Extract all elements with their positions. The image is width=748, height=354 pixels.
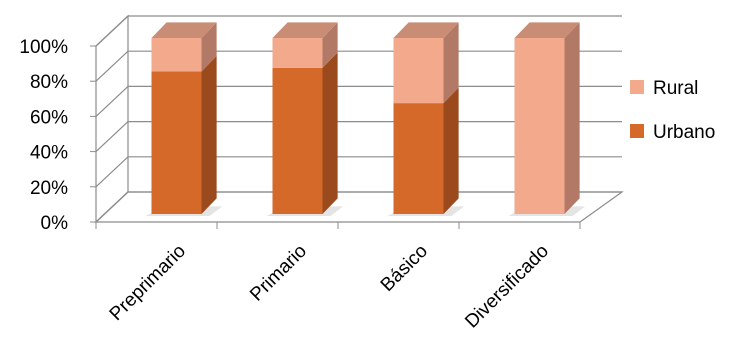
bar-segment-rural	[272, 38, 323, 68]
legend-label-rural: Rural	[653, 78, 698, 99]
bar-segment-urbano	[393, 103, 444, 214]
bar-top-rural	[272, 22, 338, 38]
bar-top-rural	[151, 22, 217, 38]
bar-side-rural	[564, 22, 580, 215]
gridline-depth	[95, 156, 129, 188]
y-tick-label: 60%	[30, 107, 68, 128]
category-label: Diversificado	[461, 241, 553, 333]
gridline-depth	[95, 121, 129, 153]
y-tick-label: 20%	[30, 178, 68, 199]
bar-side-urbano	[322, 52, 338, 214]
bar-segment-rural	[393, 38, 444, 104]
gridline-depth	[95, 50, 129, 82]
gridline-depth	[95, 15, 129, 47]
bar-segment-rural	[514, 38, 565, 214]
category-label: Preprimario	[106, 241, 190, 325]
legend-label-urbano: Urbano	[653, 122, 715, 143]
y-tick-label: 80%	[30, 72, 68, 93]
bars	[145, 22, 586, 216]
left-wall	[95, 14, 129, 224]
bar-side-rural	[322, 22, 338, 68]
bar-side-urbano	[201, 55, 217, 215]
bar-side-urbano	[443, 87, 459, 214]
y-tick-label: 0%	[41, 213, 69, 234]
bar-side-rural	[443, 22, 459, 104]
bar-side-rural	[201, 22, 217, 72]
category-label: Básico	[377, 241, 432, 296]
bar-segment-rural	[151, 38, 202, 72]
legend-swatch-rural	[630, 80, 644, 94]
bar-top-rural	[393, 22, 459, 38]
y-tick-label: 100%	[19, 37, 68, 58]
y-axis-tick-labels: 0% 20% 40% 60% 80% 100%	[19, 37, 68, 234]
gridline-depth	[95, 85, 129, 117]
bar-segment-urbano	[272, 67, 323, 214]
x-axis-category-labels: Preprimario Primario Básico Diversificado	[106, 241, 553, 333]
legend: Rural Urbano	[630, 78, 715, 143]
bar-segment-urbano	[151, 71, 202, 214]
bar-top-rural	[514, 22, 580, 38]
legend-swatch-urbano	[630, 124, 644, 138]
category-label: Primario	[246, 241, 311, 306]
y-tick-label: 40%	[30, 143, 68, 164]
gridline-depth	[95, 191, 129, 223]
